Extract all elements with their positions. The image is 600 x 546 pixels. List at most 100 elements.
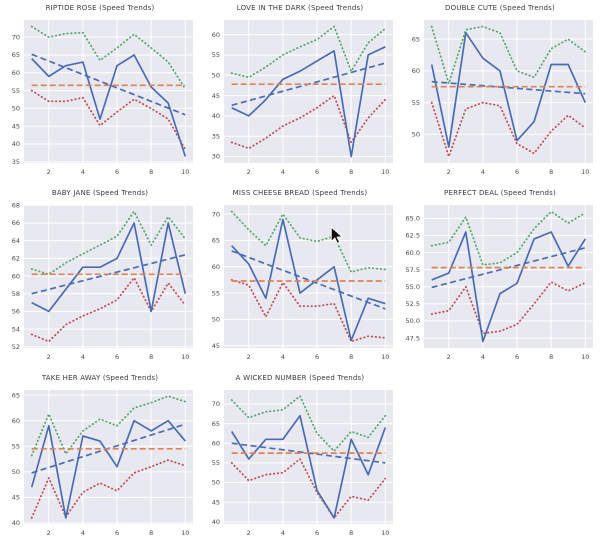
svg-text:8: 8 — [349, 353, 353, 361]
chart-plot: 30 35 40 45 50 55 60 2 4 6 8 10 — [212, 20, 393, 176]
svg-text:55: 55 — [12, 87, 20, 95]
series-upper-bound — [430, 210, 587, 266]
svg-text:65: 65 — [412, 35, 420, 43]
svg-text:60: 60 — [12, 272, 20, 280]
svg-text:6: 6 — [115, 168, 119, 176]
svg-text:6: 6 — [315, 353, 319, 361]
svg-text:65: 65 — [12, 51, 20, 59]
series-speed — [431, 231, 587, 343]
svg-text:60: 60 — [12, 69, 20, 77]
svg-text:2: 2 — [247, 168, 251, 176]
svg-text:35: 35 — [212, 132, 220, 140]
svg-text:8: 8 — [349, 529, 353, 537]
svg-text:45: 45 — [12, 494, 20, 502]
svg-text:6: 6 — [315, 529, 319, 537]
svg-text:47.5: 47.5 — [406, 334, 420, 342]
series-speed — [231, 46, 386, 158]
svg-text:6: 6 — [115, 353, 119, 361]
chart-plot: 40 45 50 55 60 65 70 2 4 6 8 10 — [212, 390, 393, 537]
chart-cell: RIPTIDE ROSE (Speed Trends) 35 40 45 50 55 60… — [0, 0, 200, 185]
series-lower-bound — [30, 459, 187, 519]
series-lower-bound — [230, 279, 387, 343]
chart-plot: 35 40 45 50 55 60 65 70 2 4 6 8 10 — [12, 20, 193, 176]
series-upper-bound — [430, 25, 587, 85]
svg-text:60: 60 — [212, 31, 220, 39]
chart-cell: PERFECT DEAL (Speed Trends) 47.5 50.0 52.5… — [400, 185, 600, 370]
svg-text:4: 4 — [481, 353, 485, 361]
chart-plot: 45 50 55 60 65 70 2 4 6 8 10 — [212, 205, 393, 361]
chart-title: MISS CHEESE BREAD (Speed Trends) — [232, 189, 368, 197]
svg-text:45: 45 — [212, 342, 220, 350]
svg-text:4: 4 — [281, 168, 285, 176]
svg-text:57.5: 57.5 — [406, 266, 420, 274]
svg-text:50: 50 — [12, 468, 20, 476]
svg-text:2: 2 — [247, 529, 251, 537]
svg-text:45: 45 — [212, 92, 220, 100]
svg-text:2: 2 — [247, 353, 251, 361]
chart-title: RIPTIDE ROSE (Speed Trends) — [45, 4, 155, 12]
chart-plot: 50 55 60 65 2 4 6 8 10 — [412, 20, 593, 176]
svg-text:8: 8 — [549, 168, 553, 176]
svg-text:60: 60 — [212, 439, 220, 447]
svg-text:10: 10 — [181, 529, 189, 537]
chart-cell: LOVE IN THE DARK (Speed Trends) 30 35 40 45… — [200, 0, 400, 185]
svg-text:55: 55 — [412, 99, 420, 107]
svg-text:2: 2 — [47, 529, 51, 537]
series-upper-bound — [30, 25, 187, 90]
series-trend — [31, 53, 186, 116]
svg-text:30: 30 — [212, 153, 220, 161]
series-lower-bound — [430, 281, 587, 335]
svg-text:60: 60 — [12, 417, 20, 425]
svg-text:50: 50 — [12, 105, 20, 113]
svg-text:2: 2 — [447, 353, 451, 361]
svg-text:40: 40 — [12, 140, 20, 148]
chart-cell: MISS CHEESE BREAD (Speed Trends) 45 50 55 6… — [200, 185, 400, 370]
svg-text:62: 62 — [12, 255, 20, 263]
svg-text:6: 6 — [115, 529, 119, 537]
series-speed — [231, 218, 386, 342]
svg-text:2: 2 — [47, 168, 51, 176]
svg-text:4: 4 — [481, 168, 485, 176]
svg-text:60: 60 — [212, 263, 220, 271]
series-lower-bound — [430, 101, 587, 158]
svg-text:52: 52 — [12, 343, 20, 351]
svg-text:4: 4 — [281, 529, 285, 537]
series-speed — [30, 419, 186, 519]
series-upper-bound — [30, 395, 187, 457]
series-upper-bound — [230, 395, 387, 452]
svg-text:6: 6 — [515, 353, 519, 361]
series-trend — [431, 80, 586, 95]
chart-cell: DOUBLE CUTE (Speed Trends) 50 55 60 65 2 4 6 8 1… — [400, 0, 600, 185]
svg-text:10: 10 — [181, 353, 189, 361]
svg-text:65: 65 — [212, 420, 220, 428]
svg-text:55: 55 — [12, 442, 20, 450]
svg-text:55: 55 — [212, 289, 220, 297]
svg-text:45: 45 — [12, 122, 20, 130]
series-trend — [231, 250, 386, 310]
svg-text:4: 4 — [81, 168, 85, 176]
svg-text:40: 40 — [12, 519, 20, 527]
svg-text:35: 35 — [12, 158, 20, 166]
svg-text:70: 70 — [12, 33, 20, 41]
svg-text:8: 8 — [149, 353, 153, 361]
svg-text:64: 64 — [12, 237, 20, 245]
svg-text:45: 45 — [212, 498, 220, 506]
svg-text:4: 4 — [81, 353, 85, 361]
svg-text:2: 2 — [447, 168, 451, 176]
chart-plot: 47.5 50.0 52.5 55.0 57.5 60.0 62.5 65.0 2 4 6 8 10 — [406, 205, 593, 361]
svg-text:70: 70 — [212, 210, 220, 218]
series-speed — [31, 222, 187, 313]
svg-text:50: 50 — [212, 479, 220, 487]
svg-text:50: 50 — [212, 316, 220, 324]
svg-text:70: 70 — [212, 400, 220, 408]
svg-text:54: 54 — [12, 325, 20, 333]
svg-text:60: 60 — [412, 67, 420, 75]
series-speed — [430, 31, 587, 148]
svg-text:4: 4 — [281, 353, 285, 361]
svg-text:65.0: 65.0 — [406, 215, 420, 223]
series-upper-bound — [30, 210, 187, 276]
svg-text:50: 50 — [212, 71, 220, 79]
svg-text:10: 10 — [381, 353, 389, 361]
